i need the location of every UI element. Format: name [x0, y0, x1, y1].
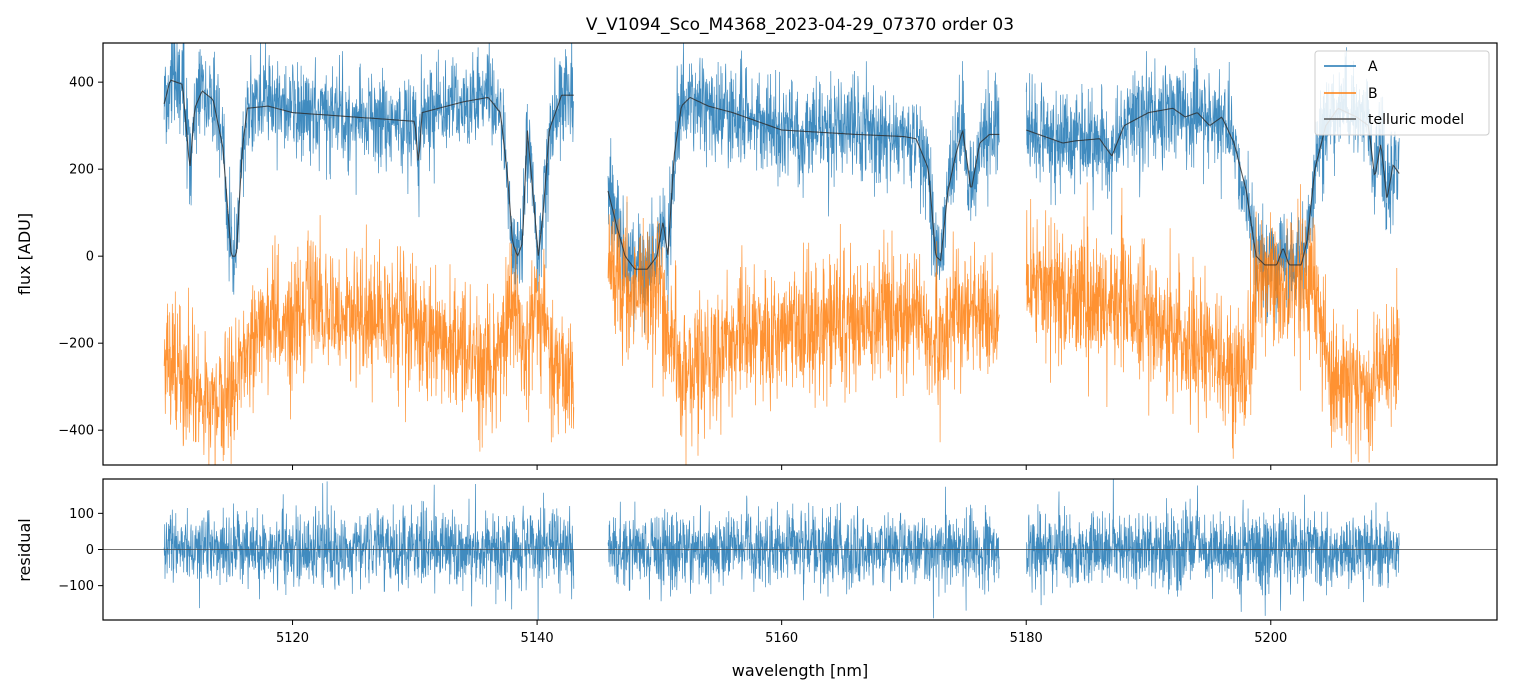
- flux-axes-frame: [102, 42, 1498, 466]
- flux-y-tick-label: 400: [69, 76, 94, 91]
- residual-segment: [1025, 479, 1400, 616]
- legend-frame: [1314, 50, 1490, 136]
- flux-y-tick-label: 0: [86, 250, 94, 265]
- flux-y-tick-label: −200: [58, 337, 94, 352]
- residual-segment: [163, 481, 575, 620]
- residual-x-ticks: 5120 5140 5160 5180 5200: [276, 620, 1287, 646]
- series-b-segment: [607, 196, 1000, 465]
- x-tick-label: 5140: [521, 631, 554, 646]
- residual-y-tick-label: 100: [69, 507, 94, 522]
- residual-y-tick-label: −100: [58, 579, 94, 594]
- flux-plot-area: [163, 43, 1400, 465]
- chart-title: V_V1094_Sco_M4368_2023-04-29_07370 order…: [586, 15, 1014, 35]
- residual-segment: [607, 486, 1000, 619]
- flux-y-ticks: 400 200 0 −200 −400: [58, 76, 103, 439]
- residual-plot-area: [103, 479, 1497, 620]
- telluric-model-segment: [607, 96, 1000, 270]
- flux-y-axis-label: flux [ADU]: [15, 213, 34, 295]
- series-a-segment: [163, 43, 575, 297]
- residual-y-axis-label: residual: [15, 518, 34, 581]
- legend-label-b: B: [1368, 86, 1378, 102]
- flux-y-tick-label: −400: [58, 424, 94, 439]
- x-tick-label: 5160: [765, 631, 798, 646]
- legend-label-a: A: [1368, 59, 1378, 75]
- legend-label-telluric: telluric model: [1368, 112, 1464, 128]
- x-tick-label: 5200: [1254, 631, 1287, 646]
- series-b-segment: [163, 215, 575, 465]
- legend: A B telluric model: [1314, 50, 1490, 136]
- flux-x-ticks: [292, 465, 1272, 470]
- x-tick-label: 5120: [276, 631, 309, 646]
- residual-y-tick-label: 0: [86, 543, 94, 558]
- series-b-segment: [1025, 182, 1400, 463]
- telluric-model-segment: [163, 79, 574, 257]
- residual-line: [163, 479, 1400, 620]
- x-tick-label: 5180: [1010, 631, 1043, 646]
- x-axis-label: wavelength [nm]: [732, 661, 869, 680]
- series-b-line: [163, 182, 1400, 465]
- residual-y-ticks: 100 0 −100: [58, 507, 103, 594]
- flux-y-tick-label: 200: [69, 163, 94, 178]
